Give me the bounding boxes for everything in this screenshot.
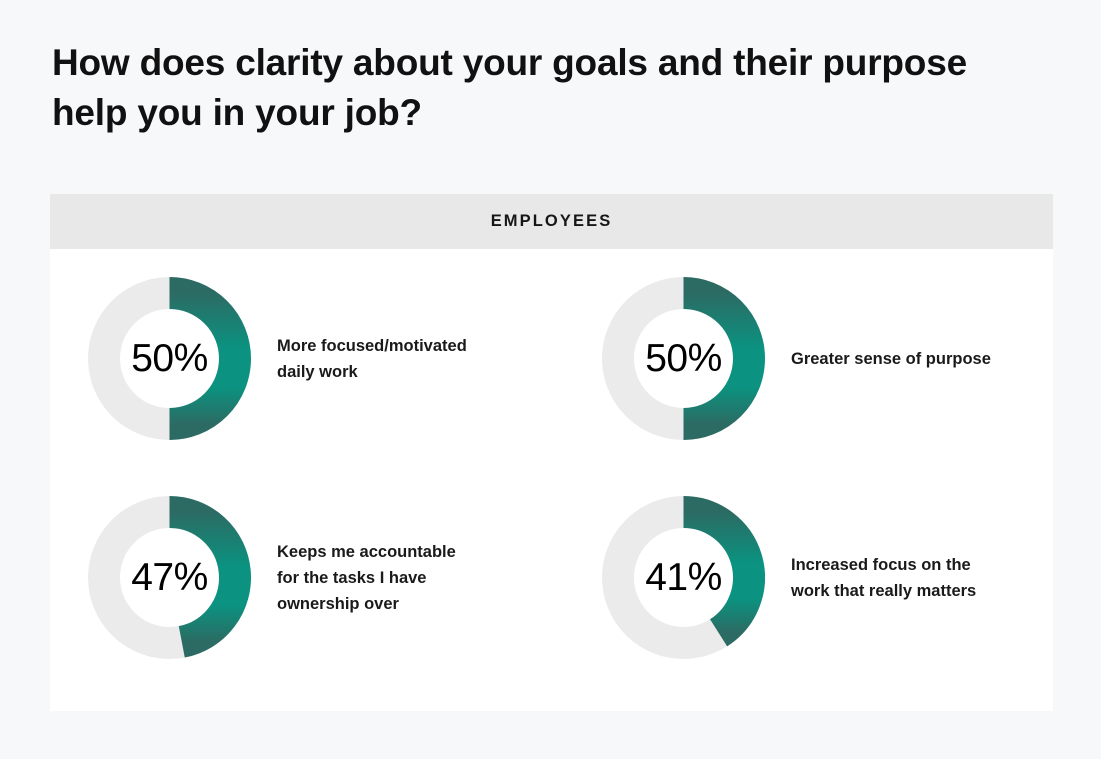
stat-label-line: Increased focus on the [791,555,971,574]
stat-label-line: ownership over [277,594,399,613]
stat-grid: 50% More focused/motivated daily work 50% Gr… [50,249,1053,687]
stat-label-line: Keeps me accountable [277,542,456,561]
stat-label-line: Greater sense of purpose [791,349,991,368]
card-header: EMPLOYEES [50,194,1053,249]
donut-chart: 41% [602,496,765,659]
stat-item: 47% Keeps me accountable for the tasks I h… [50,468,539,687]
card-body: 50% More focused/motivated daily work 50% Gr… [50,249,1053,711]
donut-value-label: 50% [131,336,208,380]
employees-card: EMPLOYEES 50% More focused/motivated daily… [50,194,1053,711]
stat-label-line: More focused/motivated [277,336,467,355]
stat-label: Greater sense of purpose [791,346,991,372]
stat-label: Increased focus on the work that really m… [791,552,976,604]
donut-value-arc [682,277,765,440]
donut-chart: 50% [602,277,765,440]
donut-value-arc [682,496,765,647]
card-header-title: EMPLOYEES [490,212,613,230]
donut-value-arc [168,277,251,440]
donut-value-label: 47% [131,555,208,599]
donut-chart: 47% [88,496,251,659]
stat-label: Keeps me accountable for the tasks I have… [277,539,456,617]
page-title: How does clarity about your goals and th… [52,42,967,133]
stat-item: 41% Increased focus on the work that reall… [564,468,1053,687]
stat-item: 50% More focused/motivated daily work [50,249,539,468]
stat-label-line: for the tasks I have [277,568,427,587]
donut-value-label: 50% [645,336,722,380]
stat-label: More focused/motivated daily work [277,333,467,385]
donut-chart: 50% [88,277,251,440]
donut-value-label: 41% [645,555,722,599]
stat-label-line: work that really matters [791,581,977,600]
stat-item: 50% Greater sense of purpose [564,249,1053,468]
stat-label-line: daily work [277,362,358,381]
donut-value-arc [168,496,251,658]
